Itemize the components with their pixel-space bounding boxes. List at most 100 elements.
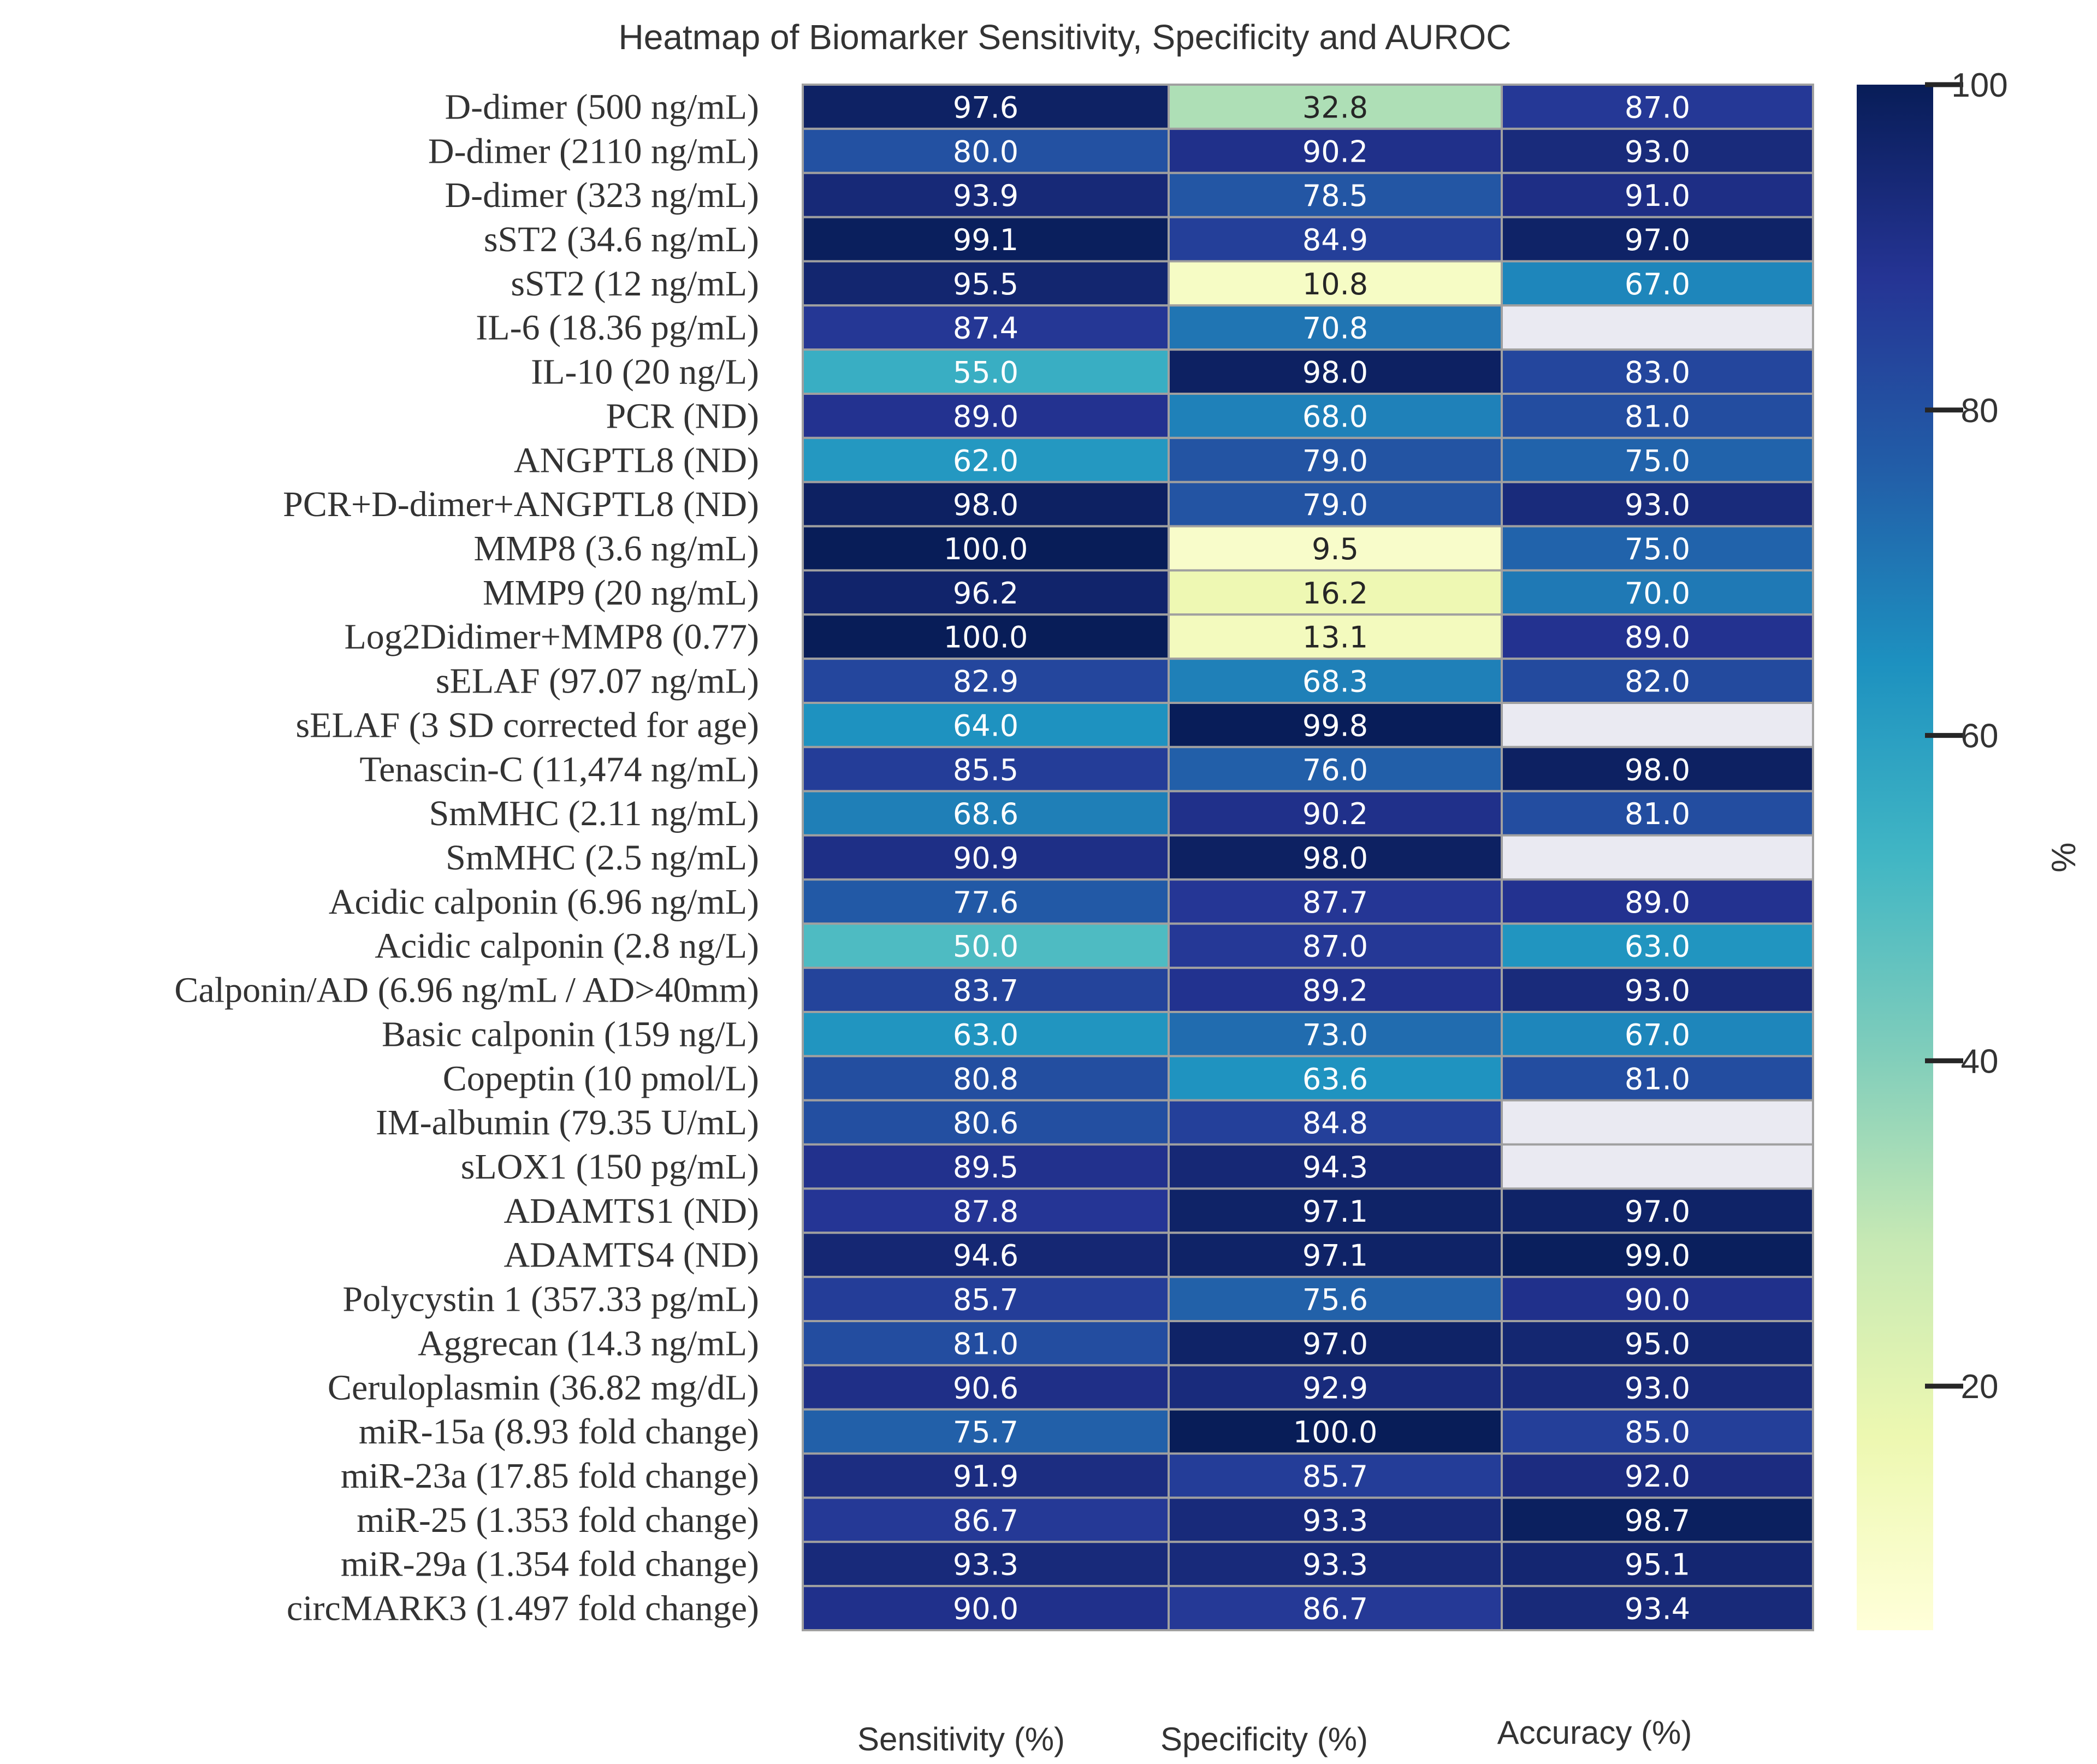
chart-title: Heatmap of Biomarker Sensitivity, Specif…	[619, 17, 1512, 57]
cell-label-19-2: 87.7	[1302, 885, 1368, 920]
cell-23-3	[1501, 1055, 1814, 1102]
cell-label-30-3: 93.0	[1625, 1371, 1690, 1405]
cell-label-12-2: 16.2	[1302, 576, 1368, 611]
cell-label-16-1: 85.5	[953, 753, 1018, 787]
row-label-copeptin-10-pmol-l: Copeptin (10 pmol/L)	[443, 1058, 759, 1098]
cell-27-2	[1168, 1232, 1503, 1278]
row-label-circmark3-1-497-fold-change: circMARK3 (1.497 fold change)	[287, 1589, 759, 1629]
cell-label-6-2: 70.8	[1302, 311, 1368, 346]
row-label-mir-25-1-353-fold-change: miR-25 (1.353 fold change)	[357, 1500, 759, 1540]
cell-label-31-2: 100.0	[1293, 1415, 1378, 1449]
cell-28-2	[1168, 1276, 1503, 1322]
cell-label-18-1: 90.9	[953, 841, 1018, 875]
cell-34-3	[1501, 1541, 1814, 1588]
cell-15-3	[1501, 702, 1814, 748]
cell-label-34-1: 93.3	[953, 1548, 1018, 1582]
colorbar-tick-label-40: 40	[1961, 1043, 1999, 1080]
cell-35-3	[1501, 1585, 1814, 1631]
row-label-d-dimer-323-ng-ml: D-dimer (323 ng/mL)	[445, 175, 759, 215]
cell-13-1	[802, 613, 1170, 660]
cell-label-10-1: 98.0	[953, 488, 1018, 522]
cell-label-3-1: 93.9	[953, 179, 1018, 213]
cell-label-2-2: 90.2	[1302, 134, 1368, 169]
row-label-smmhc-2-5-ng-ml: SmMHC (2.5 ng/mL)	[446, 838, 759, 878]
cell-label-11-1: 100.0	[944, 532, 1028, 566]
cell-label-11-2: 9.5	[1312, 532, 1359, 566]
cell-label-33-3: 98.7	[1625, 1503, 1690, 1538]
cell-label-3-3: 91.0	[1625, 179, 1690, 213]
cell-21-2	[1168, 967, 1503, 1013]
cell-label-34-2: 93.3	[1302, 1548, 1368, 1582]
row-label-selaf-97-07-ng-ml: sELAF (97.07 ng/mL)	[436, 661, 759, 701]
cell-30-3	[1501, 1364, 1814, 1411]
cell-label-8-3: 81.0	[1625, 399, 1690, 434]
cell-28-3	[1501, 1276, 1814, 1322]
cell-18-1	[802, 834, 1170, 881]
row-label-angptl8-nd: ANGPTL8 (ND)	[514, 440, 759, 480]
cell-8-1	[802, 393, 1170, 439]
cell-15-1	[802, 702, 1170, 748]
cell-29-2	[1168, 1320, 1503, 1366]
cell-label-9-3: 75.0	[1625, 443, 1690, 478]
cell-label-19-3: 89.0	[1625, 885, 1690, 920]
cell-label-32-1: 91.9	[953, 1459, 1018, 1494]
cell-label-1-1: 97.6	[953, 90, 1018, 125]
cell-label-22-2: 73.0	[1302, 1017, 1368, 1052]
cell-label-18-2: 98.0	[1302, 841, 1368, 875]
cell-6-3	[1501, 304, 1814, 351]
row-label-acidic-calponin-2-8-ng-l: Acidic calponin (2.8 ng/L)	[375, 926, 759, 966]
row-label-d-dimer-500-ng-ml: D-dimer (500 ng/mL)	[445, 87, 759, 127]
cell-label-21-2: 89.2	[1302, 974, 1368, 1008]
row-label-mmp8-3-6-ng-ml: MMP8 (3.6 ng/mL)	[473, 529, 759, 569]
row-label-log2didimer-mmp8-0-77: Log2Didimer+MMP8 (0.77)	[344, 617, 759, 657]
cell-label-34-3: 95.1	[1625, 1548, 1690, 1582]
cell-label-31-3: 85.0	[1625, 1415, 1690, 1449]
cell-label-35-1: 90.0	[953, 1592, 1018, 1626]
colorbar-tick-label-100: 100	[1951, 67, 2007, 104]
cell-label-4-3: 97.0	[1625, 223, 1690, 257]
column-label-accuracy: Accuracy (%)	[1497, 1714, 1692, 1751]
cell-label-5-2: 10.8	[1302, 267, 1368, 301]
cell-16-3	[1501, 745, 1814, 792]
cell-9-3	[1501, 436, 1814, 483]
row-label-pcr-d-dimer-angptl8-nd: PCR+D-dimer+ANGPTL8 (ND)	[283, 484, 759, 524]
cell-label-9-2: 79.0	[1302, 443, 1368, 478]
cell-label-27-1: 94.6	[953, 1239, 1018, 1273]
cell-label-2-1: 80.0	[953, 134, 1018, 169]
cell-24-1	[802, 1099, 1170, 1146]
cell-label-21-1: 83.7	[953, 974, 1018, 1008]
cell-27-3	[1501, 1232, 1814, 1278]
row-label-adamts4-nd: ADAMTS4 (ND)	[504, 1235, 759, 1275]
row-label-selaf-3-sd-corrected-for-age: sELAF (3 SD corrected for age)	[295, 705, 759, 745]
cell-label-26-3: 97.0	[1625, 1194, 1690, 1229]
cell-label-32-3: 92.0	[1625, 1459, 1690, 1494]
cell-17-3	[1501, 790, 1814, 837]
cell-4-3	[1501, 216, 1814, 263]
cell-label-35-2: 86.7	[1302, 1592, 1368, 1626]
colorbar-tick-label-60: 60	[1961, 718, 1999, 755]
cell-27-1	[802, 1232, 1170, 1278]
column-label-specificity: Specificity (%)	[1160, 1721, 1368, 1757]
cell-8-2	[1168, 393, 1503, 439]
cell-29-3	[1501, 1320, 1814, 1366]
cell-25-3	[1501, 1143, 1814, 1190]
row-label-im-albumin-79-35-u-ml: IM-albumin (79.35 U/mL)	[376, 1103, 759, 1143]
cell-6-1	[802, 304, 1170, 351]
cell-11-2	[1168, 525, 1503, 572]
cell-1-1	[802, 84, 1170, 130]
cell-label-13-1: 100.0	[944, 620, 1028, 655]
cell-label-33-1: 86.7	[953, 1503, 1018, 1538]
cell-20-1	[802, 922, 1170, 969]
cell-8-3	[1501, 393, 1814, 439]
cell-17-2	[1168, 790, 1503, 837]
cell-label-7-3: 83.0	[1625, 356, 1690, 390]
cell-label-28-1: 85.7	[953, 1283, 1018, 1317]
cell-label-10-3: 93.0	[1625, 488, 1690, 522]
cell-5-2	[1168, 260, 1503, 307]
cell-label-29-2: 97.0	[1302, 1327, 1368, 1361]
row-label-adamts1-nd: ADAMTS1 (ND)	[504, 1191, 759, 1231]
cell-label-11-3: 75.0	[1625, 532, 1690, 566]
cell-25-2	[1168, 1143, 1503, 1190]
colorbar: 20 40 60 80 100%	[1857, 67, 2083, 1630]
